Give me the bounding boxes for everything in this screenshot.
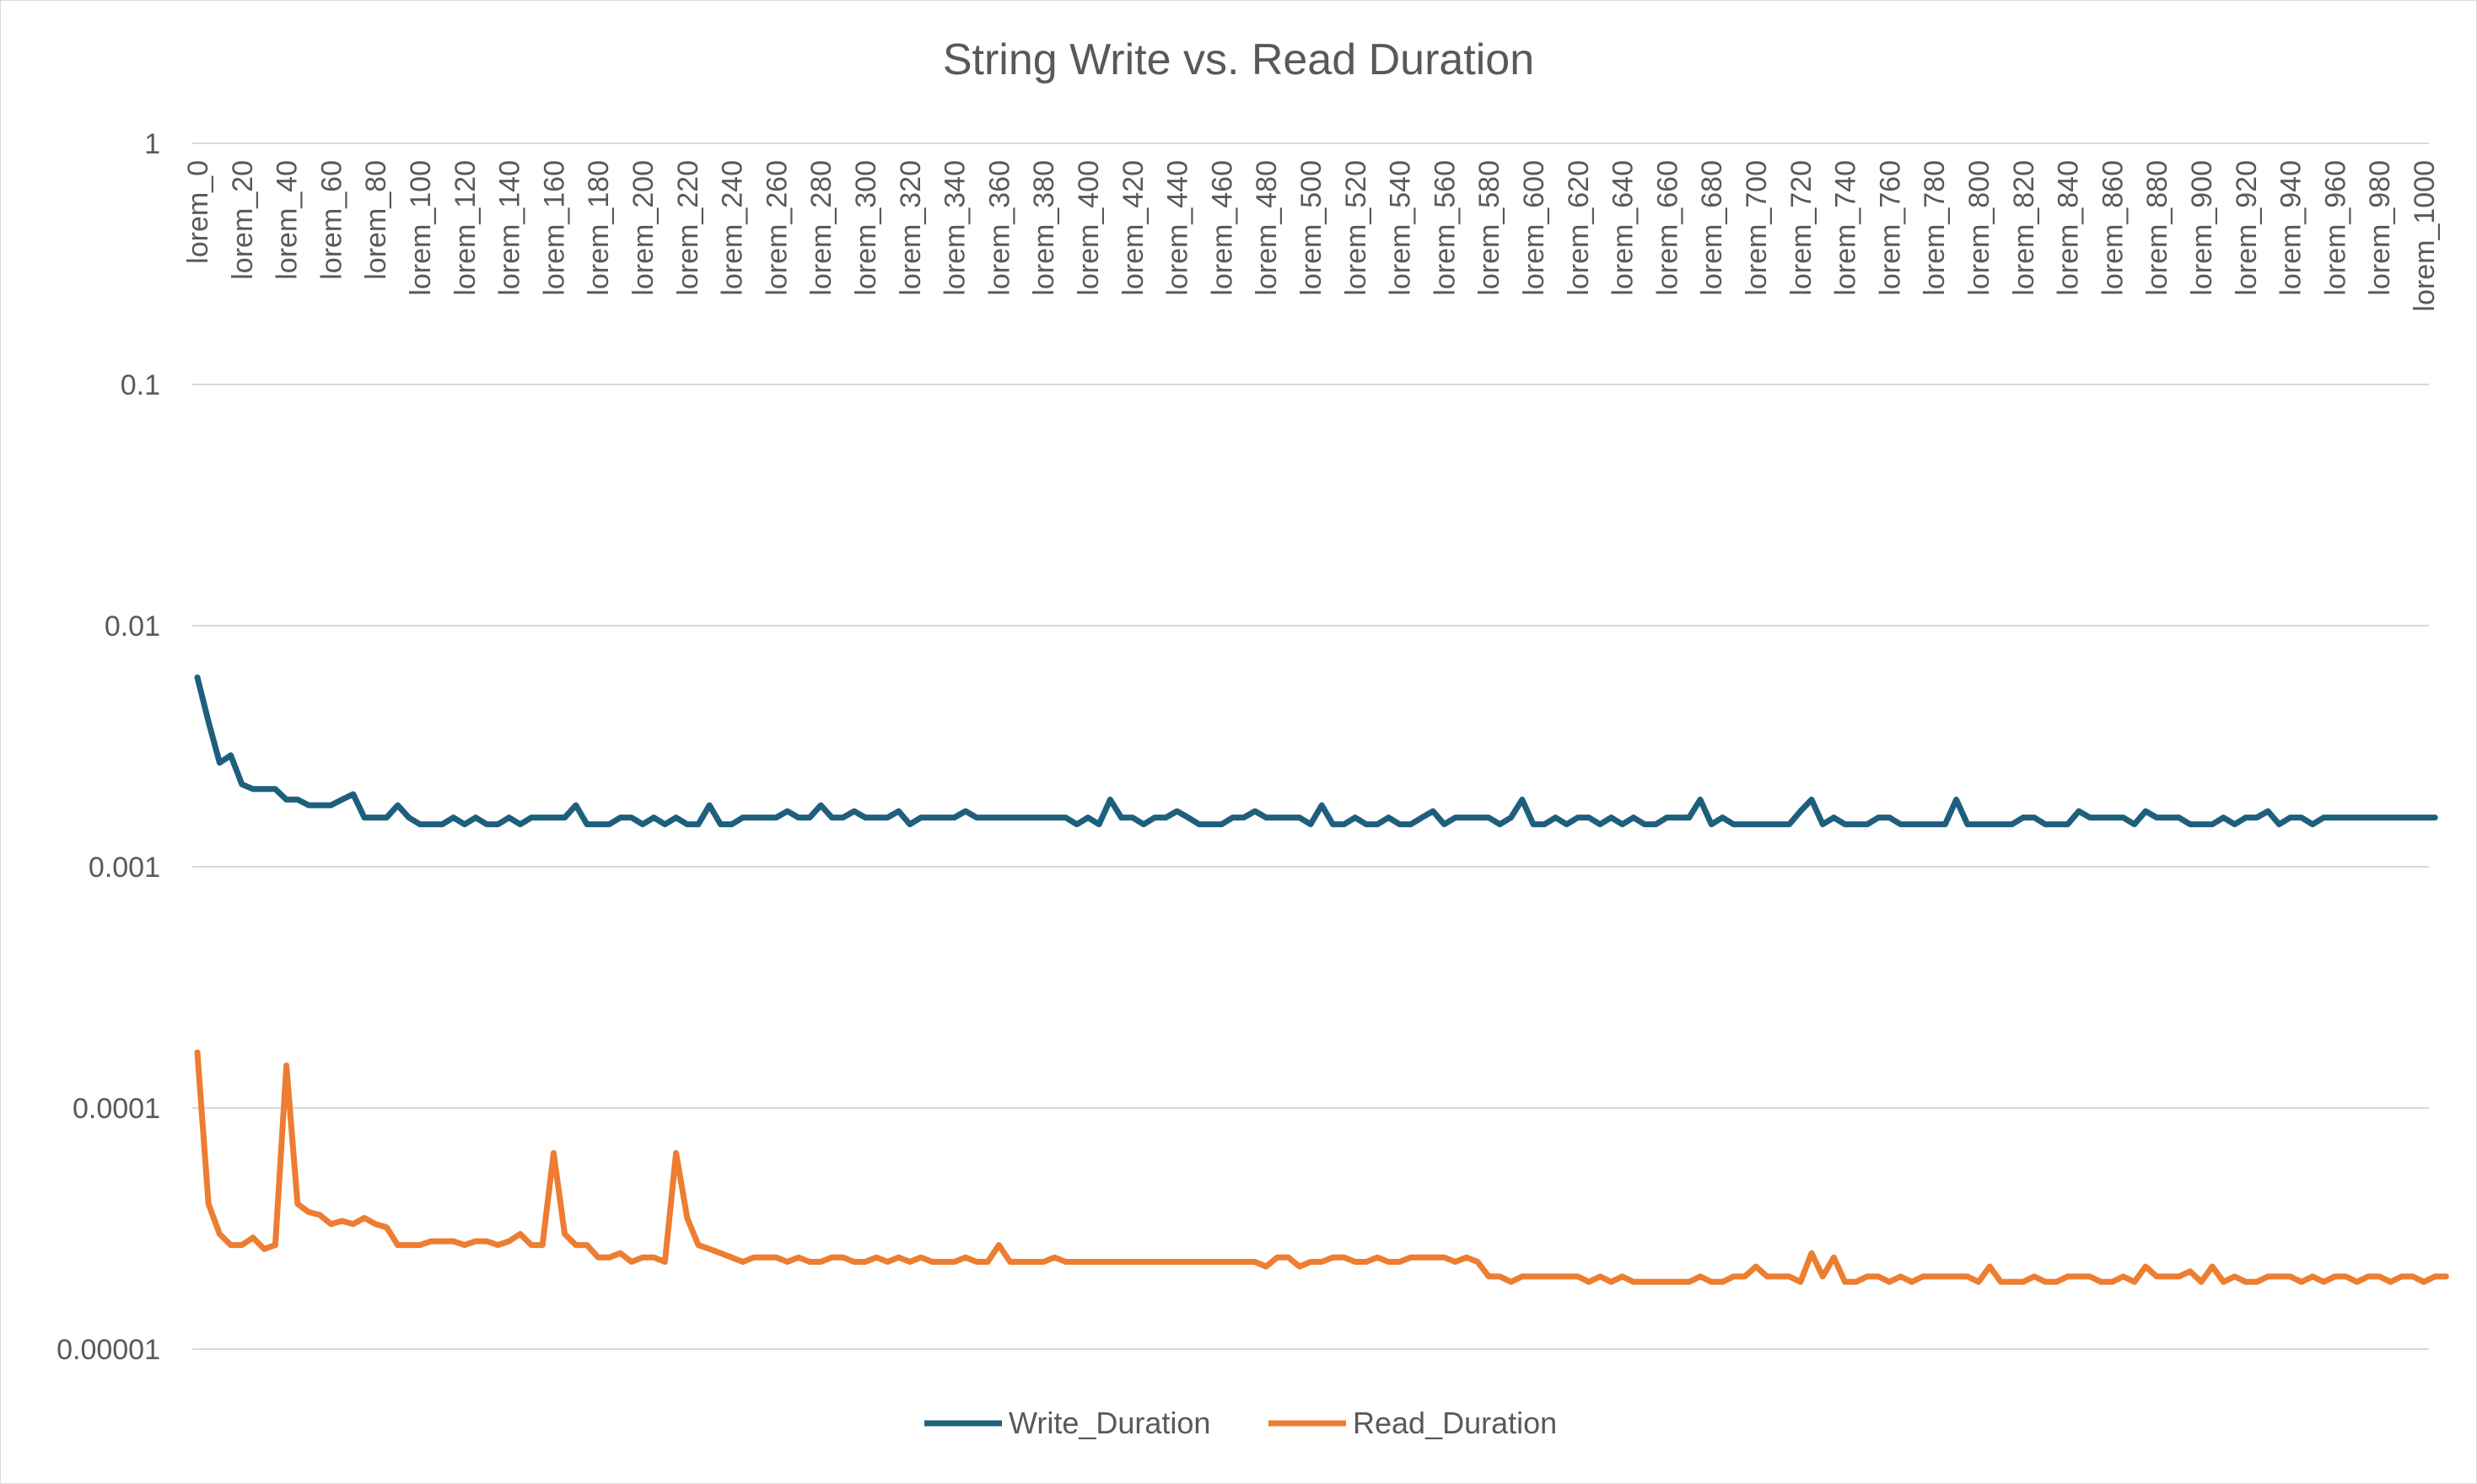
x-tick-label: lorem_920 bbox=[2231, 160, 2263, 296]
x-tick-label: lorem_660 bbox=[1651, 160, 1683, 296]
x-tick-label: lorem_1000 bbox=[2409, 160, 2441, 312]
x-tick-label: lorem_400 bbox=[1073, 160, 1105, 296]
x-tick-label: lorem_940 bbox=[2275, 160, 2307, 296]
x-axis-tick-labels: lorem_0 lorem_20 lorem_40 lorem_60 lorem_80 l… bbox=[182, 160, 2441, 312]
x-tick-label: lorem_800 bbox=[1963, 160, 1995, 296]
x-tick-label: lorem_340 bbox=[940, 160, 972, 296]
y-tick-label: 0.001 bbox=[89, 852, 160, 884]
x-tick-label: lorem_860 bbox=[2097, 160, 2129, 296]
x-tick-label: lorem_500 bbox=[1295, 160, 1327, 296]
x-tick-label: lorem_180 bbox=[583, 160, 615, 296]
x-tick-label: lorem_540 bbox=[1385, 160, 1417, 296]
y-tick-label: 0.01 bbox=[105, 610, 160, 643]
gridlines bbox=[192, 142, 2429, 1350]
y-tick-label: 0.1 bbox=[121, 369, 160, 401]
x-tick-label: lorem_580 bbox=[1473, 160, 1505, 296]
x-tick-label: lorem_740 bbox=[1830, 160, 1862, 296]
x-tick-label: lorem_980 bbox=[2364, 160, 2396, 296]
y-tick-label: 0.00001 bbox=[57, 1334, 160, 1366]
x-tick-label: lorem_780 bbox=[1919, 160, 1951, 296]
x-tick-label: lorem_240 bbox=[717, 160, 749, 296]
x-tick-label: lorem_60 bbox=[315, 160, 347, 280]
x-tick-label: lorem_0 bbox=[182, 160, 214, 264]
series-lines bbox=[194, 674, 2449, 1285]
legend: Write_Duration Read_Duration bbox=[924, 1406, 1557, 1440]
x-tick-label: lorem_260 bbox=[761, 160, 793, 296]
x-tick-label: lorem_220 bbox=[672, 160, 704, 296]
y-axis-tick-labels: 0.00001 0.0001 0.001 0.01 0.1 1 bbox=[57, 128, 160, 1366]
x-tick-label: lorem_680 bbox=[1696, 160, 1728, 296]
x-tick-label: lorem_700 bbox=[1741, 160, 1773, 296]
y-tick-label: 0.0001 bbox=[73, 1093, 160, 1125]
legend-label: Read_Duration bbox=[1353, 1406, 1557, 1440]
x-tick-label: lorem_460 bbox=[1206, 160, 1238, 296]
x-tick-label: lorem_440 bbox=[1162, 160, 1194, 296]
x-tick-label: lorem_380 bbox=[1028, 160, 1060, 296]
y-tick-label: 1 bbox=[144, 128, 160, 160]
x-tick-label: lorem_320 bbox=[895, 160, 927, 296]
legend-label: Write_Duration bbox=[1009, 1406, 1210, 1440]
x-tick-label: lorem_640 bbox=[1607, 160, 1640, 296]
x-tick-label: lorem_160 bbox=[538, 160, 570, 296]
x-tick-label: lorem_420 bbox=[1117, 160, 1150, 296]
x-tick-label: lorem_620 bbox=[1563, 160, 1595, 296]
x-tick-label: lorem_280 bbox=[805, 160, 837, 296]
x-tick-label: lorem_80 bbox=[360, 160, 392, 280]
x-tick-label: lorem_360 bbox=[983, 160, 1015, 296]
x-tick-label: lorem_200 bbox=[627, 160, 660, 296]
x-tick-label: lorem_960 bbox=[2319, 160, 2351, 296]
x-tick-label: lorem_300 bbox=[850, 160, 882, 296]
x-tick-label: lorem_880 bbox=[2141, 160, 2173, 296]
series-line-read-duration bbox=[194, 1049, 2449, 1285]
x-tick-label: lorem_120 bbox=[450, 160, 482, 296]
x-tick-label: lorem_560 bbox=[1429, 160, 1461, 296]
x-tick-label: lorem_820 bbox=[2008, 160, 2040, 296]
x-tick-label: lorem_600 bbox=[1518, 160, 1550, 296]
x-tick-label: lorem_840 bbox=[2053, 160, 2085, 296]
x-tick-label: lorem_900 bbox=[2186, 160, 2218, 296]
x-tick-label: lorem_100 bbox=[405, 160, 437, 296]
series-line-write-duration bbox=[194, 674, 2438, 828]
x-tick-label: lorem_480 bbox=[1251, 160, 1283, 296]
x-tick-label: lorem_140 bbox=[494, 160, 526, 296]
x-tick-label: lorem_20 bbox=[227, 160, 259, 280]
x-tick-label: lorem_520 bbox=[1340, 160, 1372, 296]
x-tick-label: lorem_760 bbox=[1874, 160, 1906, 296]
chart-title: String Write vs. Read Duration bbox=[942, 35, 1535, 84]
x-tick-label: lorem_720 bbox=[1785, 160, 1817, 296]
x-tick-label: lorem_40 bbox=[272, 160, 304, 280]
